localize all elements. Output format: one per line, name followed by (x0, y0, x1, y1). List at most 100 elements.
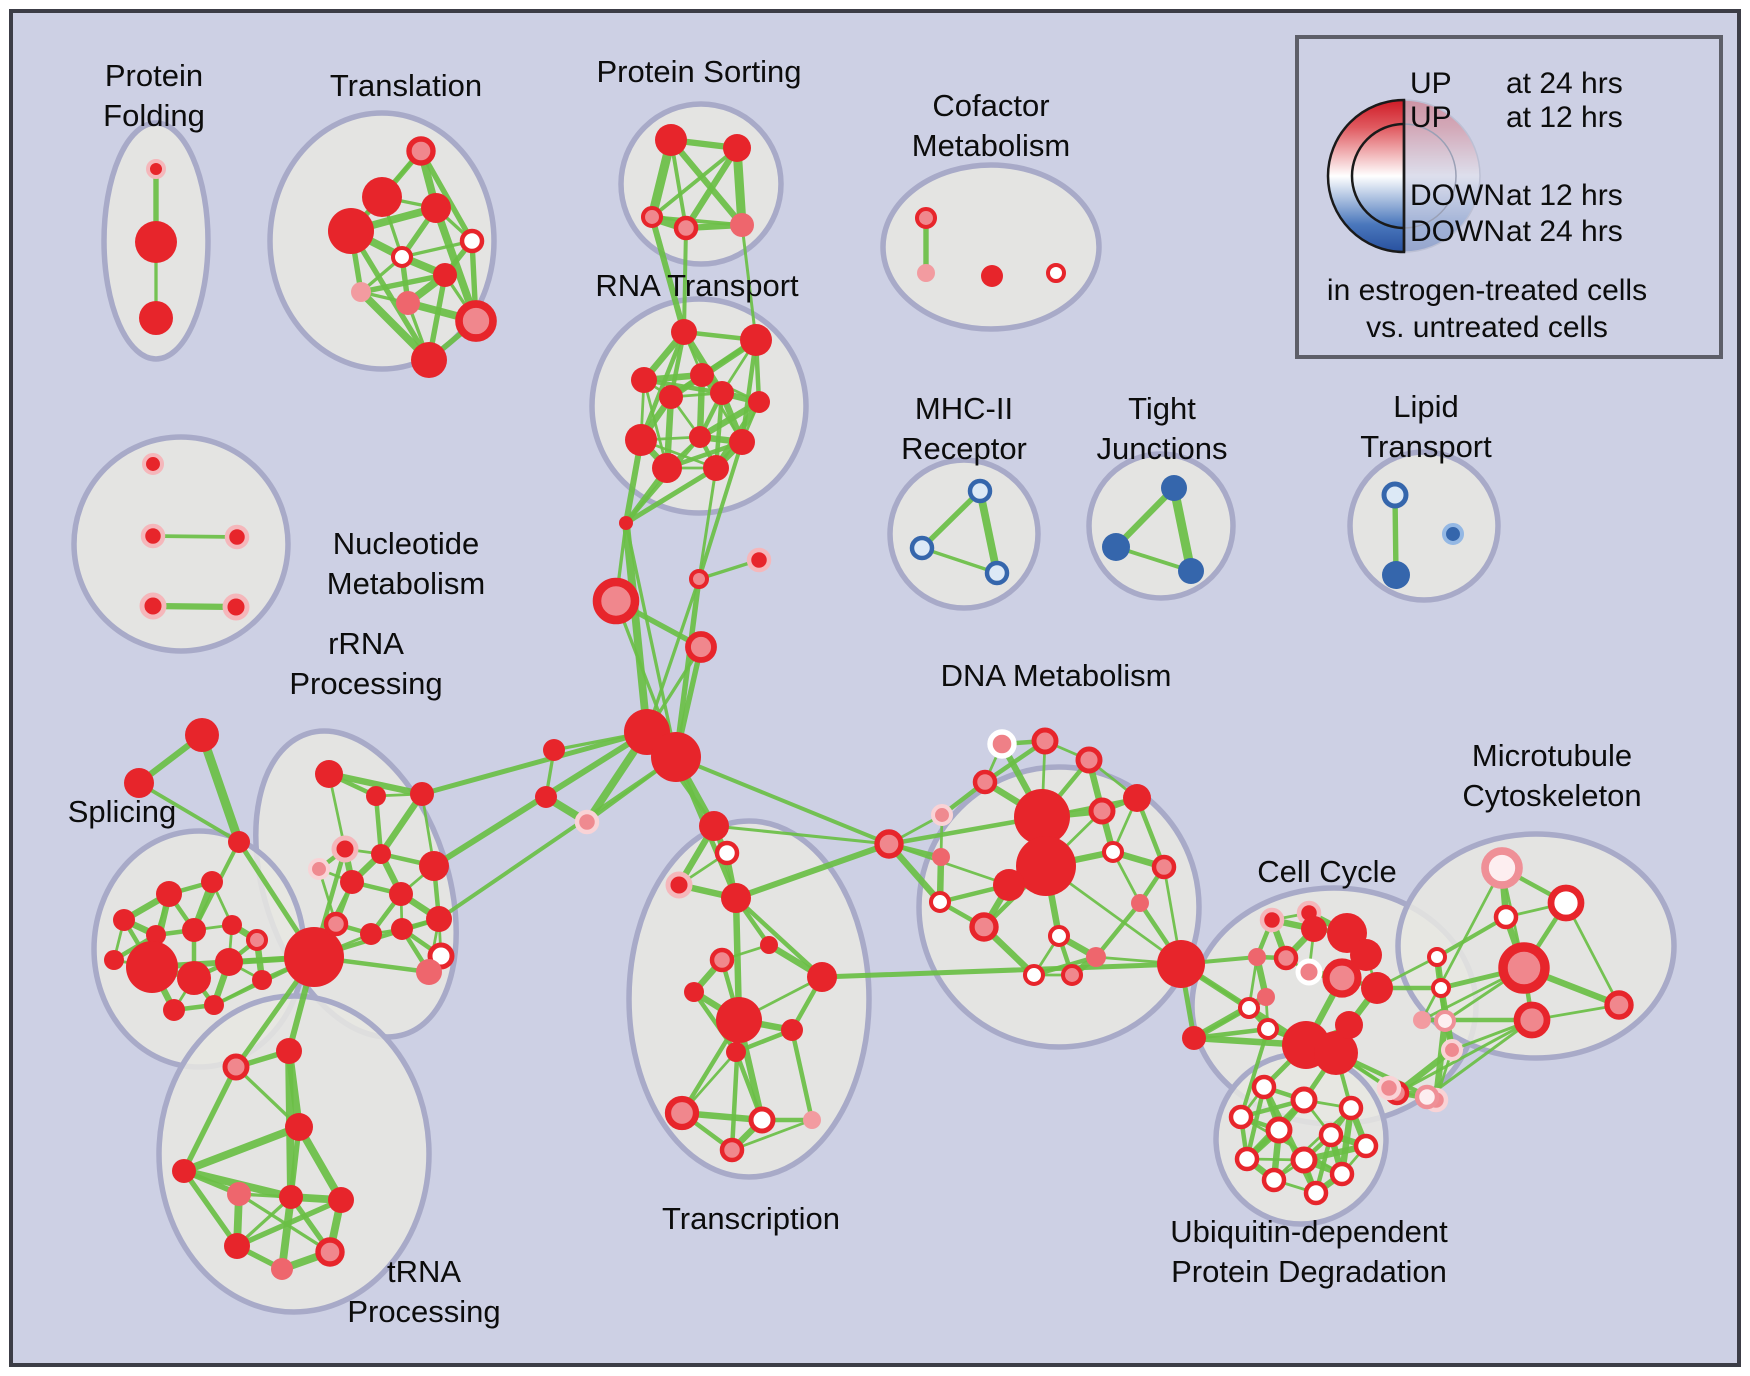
network-edge (358, 272, 448, 295)
network-node (410, 782, 434, 806)
network-node (391, 918, 413, 940)
legend-down-12-label: DOWN (1410, 179, 1505, 212)
network-node (1086, 947, 1106, 967)
network-node (421, 193, 451, 223)
network-node (714, 840, 740, 866)
network-node (1414, 1084, 1440, 1110)
network-node (665, 871, 693, 899)
network-edge (181, 1168, 240, 1249)
network-node (1123, 784, 1151, 812)
network-edge (674, 755, 891, 846)
cluster-label-cc: Cell Cycle (1257, 854, 1397, 889)
network-edge (1395, 1018, 1534, 1095)
network-node (163, 999, 185, 1021)
network-node (671, 319, 697, 345)
network-node (271, 1258, 293, 1280)
network-node (1259, 907, 1285, 933)
network-node (104, 950, 124, 970)
network-edge (234, 1197, 344, 1249)
network-node (328, 1187, 354, 1213)
network-node (1322, 958, 1362, 998)
network-node (748, 1106, 776, 1134)
legend-inner-right-half (1403, 123, 1457, 229)
network-node (1257, 988, 1275, 1006)
network-edge (278, 1193, 295, 1273)
network-edge (697, 440, 744, 581)
legend-up-24-label: UP (1410, 67, 1452, 100)
network-node (1547, 884, 1585, 922)
network-edge (149, 602, 240, 611)
network-edge (667, 136, 746, 229)
network-node (1265, 1116, 1293, 1144)
network-node (932, 848, 950, 866)
legend-box (1295, 35, 1723, 359)
network-node (640, 205, 664, 229)
network-node (972, 769, 998, 795)
network-node (1433, 1009, 1457, 1033)
network-edge (295, 1123, 345, 1204)
network-edge (740, 223, 758, 342)
network-node (222, 593, 250, 621)
cluster-label-tn: Processing (347, 1294, 500, 1329)
cluster-label-ub: Protein Degradation (1171, 1254, 1447, 1289)
network-node (224, 1233, 250, 1259)
network-node (222, 915, 242, 935)
network-node (228, 831, 250, 853)
network-node (389, 882, 413, 906)
network-node (673, 215, 699, 241)
network-edge (733, 841, 892, 901)
cluster-label-lt: Transport (1360, 429, 1492, 464)
network-node (1361, 972, 1393, 1004)
network-edge (1564, 901, 1621, 1007)
network-node (1031, 727, 1059, 755)
cluster-label-cm: Metabolism (912, 128, 1071, 163)
network-node (740, 324, 772, 356)
network-node (748, 391, 770, 413)
network-node (703, 455, 729, 481)
network-node (874, 829, 904, 859)
network-node (1290, 1146, 1318, 1174)
network-node (146, 159, 166, 179)
network-node (245, 928, 269, 952)
network-node (1498, 942, 1550, 994)
cluster-ellipse-tj (1086, 451, 1236, 601)
network-node (1248, 948, 1266, 966)
network-edge (437, 755, 678, 921)
network-node (909, 535, 935, 561)
network-node (1493, 904, 1519, 930)
network-edge (682, 226, 688, 334)
network-node (279, 1185, 303, 1209)
network-node (664, 1095, 700, 1131)
network-node (340, 870, 364, 894)
network-node (987, 729, 1017, 759)
network-node (1353, 1133, 1379, 1159)
network-node (252, 970, 272, 990)
network-node (726, 1042, 746, 1062)
network-node (1413, 1011, 1431, 1029)
cluster-label-cm: Cofactor (932, 88, 1049, 123)
cluster-ellipse-ps (618, 101, 784, 267)
cluster-label-nm: Nucleotide (333, 526, 479, 561)
network-edge (712, 824, 891, 846)
network-node (351, 282, 371, 302)
network-node (1060, 963, 1084, 987)
network-node (426, 906, 452, 932)
legend-up-12-label: UP (1410, 101, 1452, 134)
network-layers: Protein Folding Translation Protein Sorting… (68, 54, 1677, 1329)
cluster-label-tn: tRNA (387, 1254, 461, 1289)
network-node (146, 925, 166, 945)
network-node (689, 426, 711, 448)
network-node (723, 134, 751, 162)
network-node (807, 962, 837, 992)
network-node (1314, 1031, 1358, 1075)
network-node (760, 936, 778, 954)
network-node (411, 342, 447, 378)
network-node (113, 909, 135, 931)
network-node (1251, 1074, 1277, 1100)
network-node (1427, 947, 1447, 967)
cluster-label-sl: Splicing (68, 794, 177, 829)
network-edge (649, 214, 687, 335)
network-node (307, 857, 331, 881)
legend-note-line2: vs. untreated cells (1366, 311, 1608, 344)
network-node (362, 177, 402, 217)
